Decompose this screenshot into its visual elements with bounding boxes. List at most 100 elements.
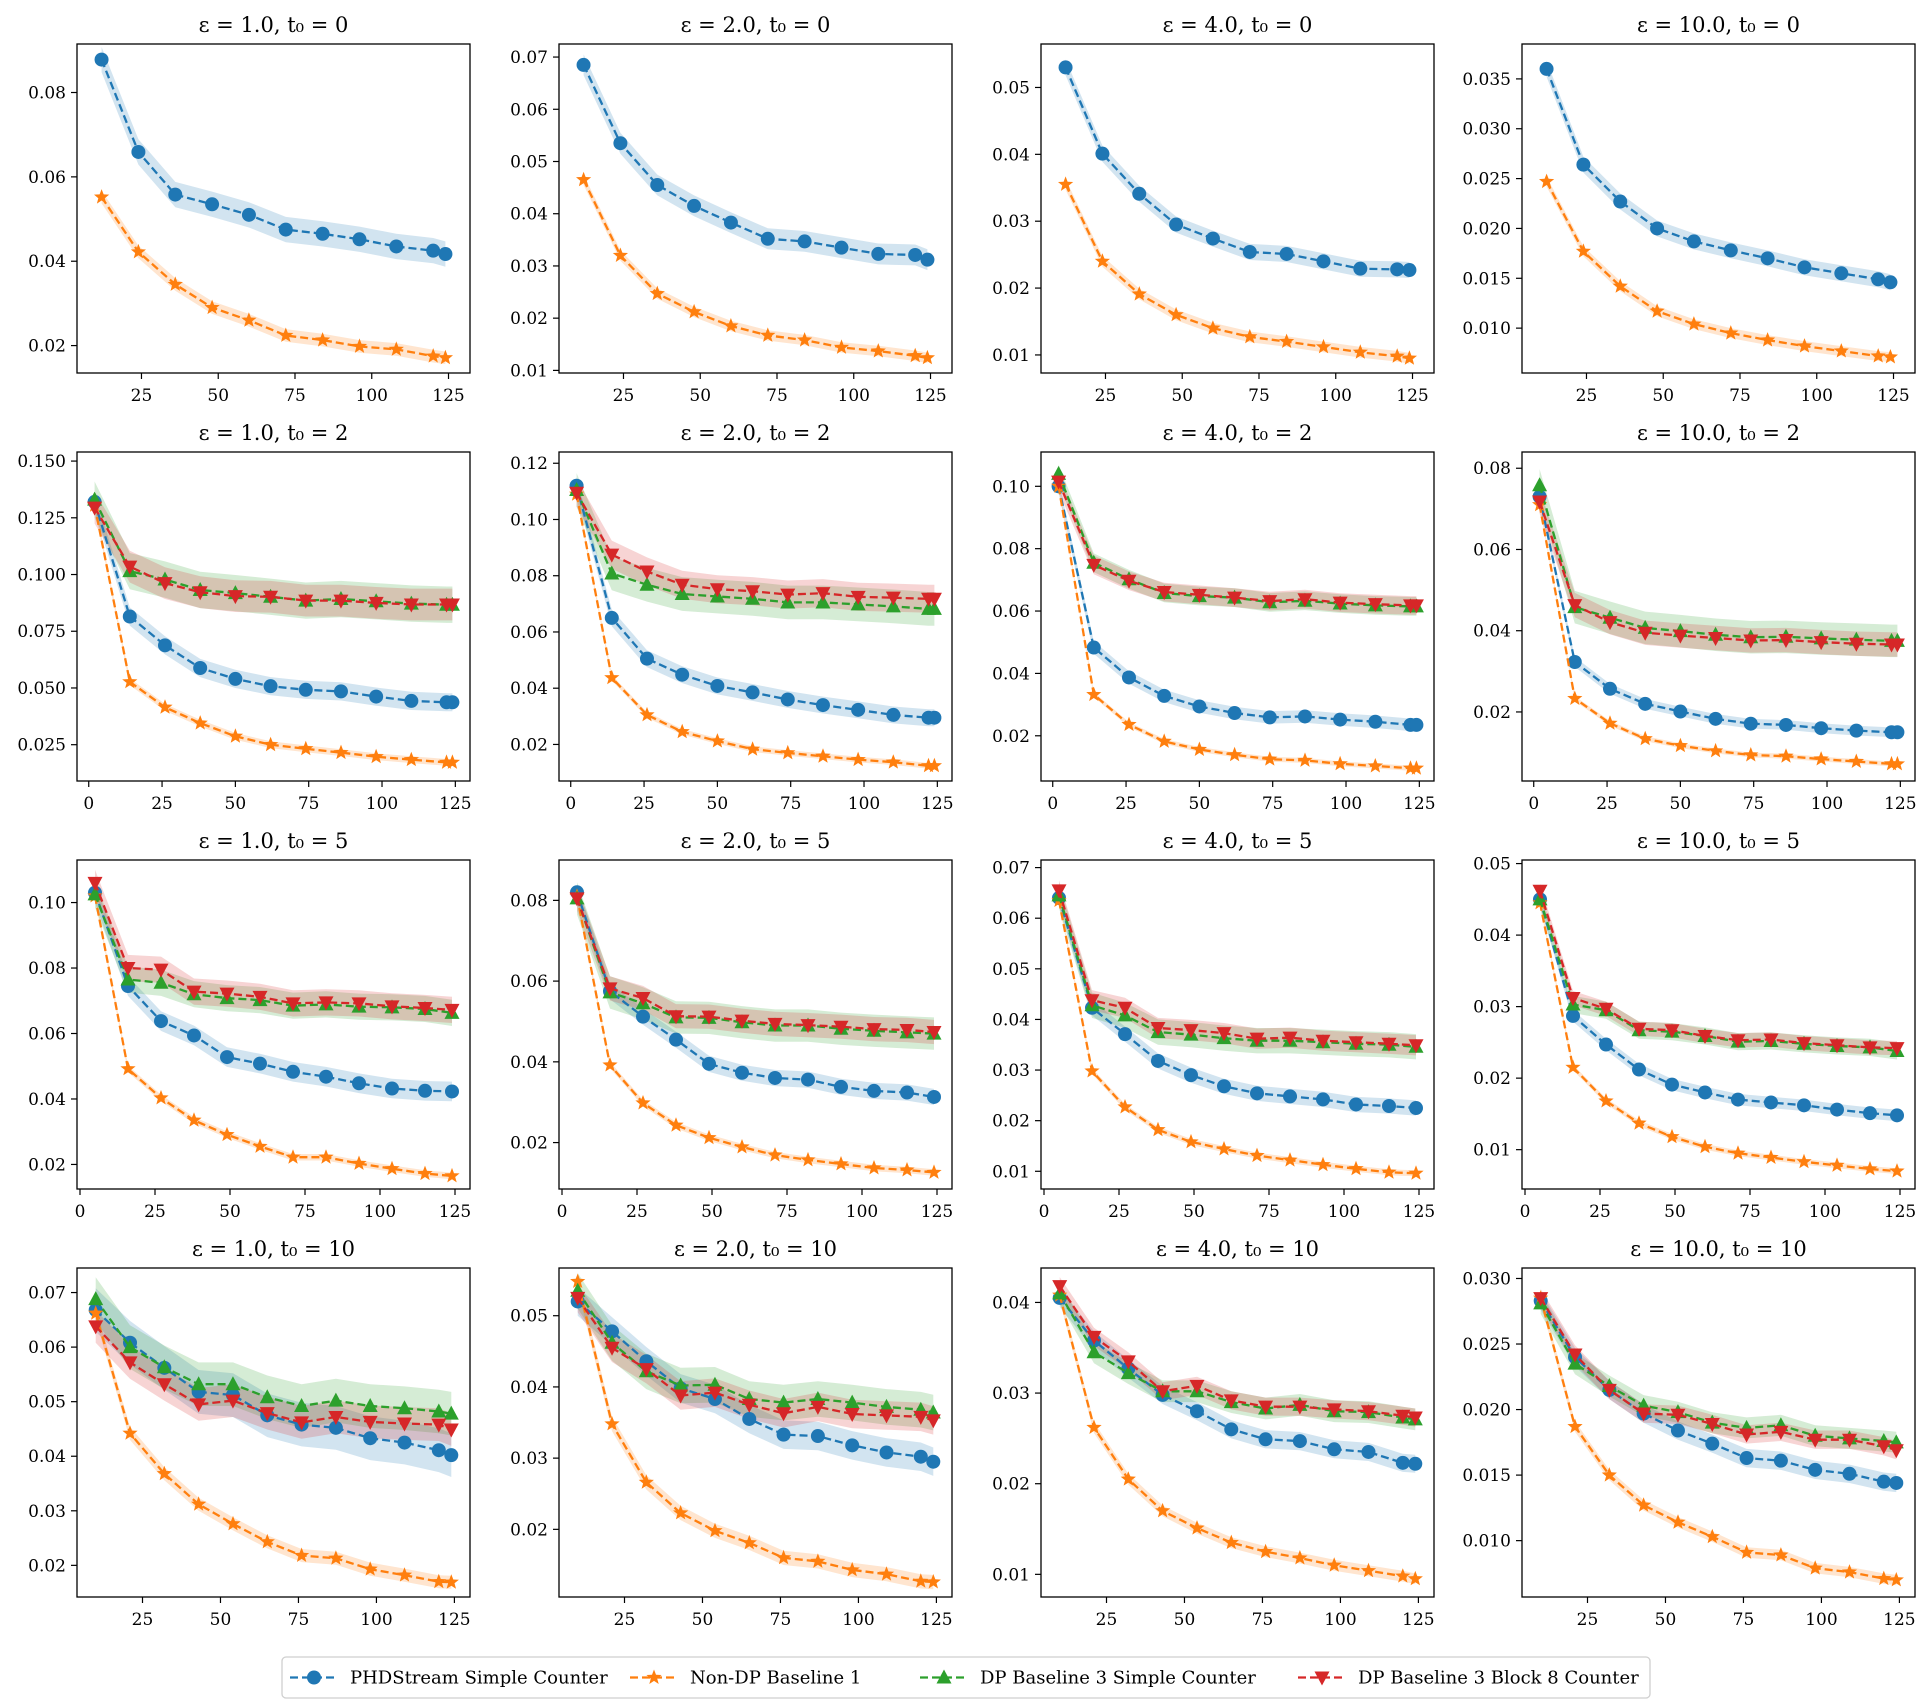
y-tick-label: 0.04 <box>992 145 1030 165</box>
dpblock-series-line <box>93 507 453 606</box>
dpblock-data-point <box>417 1001 433 1016</box>
nondp-data-point <box>1889 755 1905 771</box>
nondp-data-point <box>122 1425 138 1440</box>
nondp-series-line <box>575 896 935 1174</box>
phd-data-point <box>613 136 628 151</box>
phd-data-point <box>1058 60 1073 75</box>
x-tick-label: 75 <box>1252 1610 1274 1630</box>
dpblock-series-line <box>576 1297 934 1422</box>
x-tick-label: 125 <box>439 794 471 814</box>
nondp-series-line <box>1545 181 1891 359</box>
phd-data-point <box>389 239 404 254</box>
dpblock-data-point <box>1381 1037 1397 1052</box>
nondp-data-point <box>425 348 441 363</box>
y-tick-label: 0.020 <box>1462 219 1511 239</box>
dpblock-data-point <box>1395 1409 1411 1424</box>
dpblock-confidence-band <box>577 886 934 1045</box>
dpblock-data-point <box>1763 1033 1779 1048</box>
subplot-title: ε = 1.0, t₀ = 5 <box>199 829 349 853</box>
phd-data-point <box>1353 261 1368 276</box>
nondp-data-point <box>368 748 384 764</box>
phd-data-point <box>1842 1466 1857 1481</box>
x-tick-label: 25 <box>1589 1202 1611 1222</box>
y-tick-label: 0.010 <box>1462 1532 1511 1552</box>
nondp-data-point <box>576 171 592 187</box>
nondp-data-point <box>1408 760 1424 775</box>
dpblock-data-point <box>1672 629 1688 644</box>
dpblock-data-point <box>1332 596 1348 611</box>
y-tick-label: 0.01 <box>992 1162 1030 1182</box>
dpblock-data-point <box>219 987 235 1002</box>
nondp-series-line <box>1538 902 1898 1173</box>
nondp-data-point <box>1191 741 1207 756</box>
dpsimple-series-line <box>575 897 935 1035</box>
nondp-data-point <box>259 1533 275 1549</box>
nondp-data-point <box>800 1151 816 1167</box>
nondp-data-point <box>1084 1063 1100 1078</box>
y-tick-label: 0.06 <box>28 1338 66 1358</box>
nondp-data-point <box>1183 1133 1199 1149</box>
x-tick-label: 125 <box>432 386 464 406</box>
phd-data-point <box>1205 231 1220 246</box>
axes-frame <box>1040 859 1435 1190</box>
dpblock-data-point <box>639 565 655 580</box>
nondp-data-point <box>219 1126 235 1142</box>
dpblock-data-point <box>397 1417 412 1432</box>
x-tick-label: 100 <box>356 386 388 406</box>
dpblock-data-point <box>604 548 620 563</box>
x-tick-label: 125 <box>1884 1202 1916 1222</box>
x-tick-label: 0 <box>557 1202 568 1222</box>
y-tick-label: 0.04 <box>992 1010 1030 1030</box>
nondp-data-point <box>1686 316 1702 331</box>
phd-data-point <box>404 693 419 708</box>
phd-data-point <box>834 240 849 255</box>
nondp-data-point <box>899 1162 915 1177</box>
dpsimple-data-point <box>1532 477 1548 492</box>
y-tick-label: 0.02 <box>510 735 548 755</box>
x-tick-label: 0 <box>565 794 576 814</box>
dpblock-data-point <box>1249 1032 1265 1047</box>
dpblock-data-point <box>120 962 136 977</box>
x-tick-label: 125 <box>1403 1202 1435 1222</box>
phd-data-point <box>397 1435 412 1450</box>
dpblock-data-point <box>1842 1433 1857 1448</box>
dpblock-data-point <box>707 1386 723 1401</box>
nondp-data-point <box>204 299 220 315</box>
phd-data-point <box>1764 1095 1778 1110</box>
phd-data-point <box>675 667 690 682</box>
y-tick-label: 0.03 <box>1473 998 1511 1018</box>
dpblock-data-point <box>384 1000 400 1015</box>
dpsimple-data-point <box>673 1377 689 1392</box>
y-tick-label: 0.04 <box>1473 926 1511 946</box>
y-tick-label: 0.07 <box>992 859 1030 879</box>
dpsimple-series-line <box>1057 895 1417 1048</box>
dpsimple-data-point <box>1567 1355 1583 1370</box>
nondp-data-point <box>192 715 208 730</box>
dpblock-data-point <box>1829 1039 1845 1054</box>
dpblock-data-point <box>1848 637 1864 652</box>
nondp-series-line <box>1538 504 1898 766</box>
y-tick-label: 0.02 <box>992 1475 1030 1495</box>
nondp-data-point <box>1121 716 1137 731</box>
y-tick-label: 0.03 <box>992 1061 1030 1081</box>
y-tick-label: 0.030 <box>1462 1269 1511 1289</box>
axes-frame <box>1521 43 1916 374</box>
nondp-data-point <box>1778 748 1794 763</box>
phd-data-point <box>1132 186 1147 201</box>
dpblock-data-point <box>833 1020 849 1035</box>
dpblock-data-point <box>1637 626 1653 641</box>
nondp-data-point <box>167 276 183 291</box>
dpblock-confidence-band <box>1059 1277 1416 1427</box>
dpblock-data-point <box>1315 1034 1331 1049</box>
dpblock-data-point <box>844 1407 860 1422</box>
nondp-data-point <box>153 1090 169 1105</box>
phd-data-point <box>845 1438 860 1453</box>
nondp-series-line <box>1057 900 1417 1175</box>
nondp-data-point <box>318 1149 334 1164</box>
nondp-data-point <box>1841 1564 1858 1579</box>
phd-data-point <box>1382 1098 1396 1113</box>
nondp-data-point <box>1829 1157 1845 1172</box>
dpsimple-confidence-band <box>1539 469 1898 658</box>
dpblock-data-point <box>351 997 367 1012</box>
x-tick-label: 75 <box>770 1610 792 1630</box>
